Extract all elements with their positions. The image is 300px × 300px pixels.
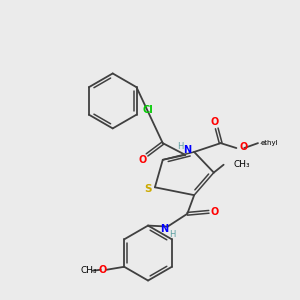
Text: O: O [211, 116, 219, 127]
Text: Cl: Cl [143, 105, 154, 115]
Text: CH₃: CH₃ [233, 160, 250, 169]
Text: O: O [138, 155, 146, 165]
Text: H: H [177, 142, 184, 151]
Text: CH₃: CH₃ [81, 266, 97, 275]
Text: S: S [144, 184, 152, 194]
Text: N: N [183, 145, 191, 155]
Text: H: H [169, 230, 176, 239]
Text: ethyl: ethyl [261, 140, 278, 146]
Text: O: O [239, 142, 247, 152]
Text: —: — [260, 140, 266, 146]
Text: O: O [211, 207, 219, 217]
Text: O: O [98, 265, 107, 275]
Text: N: N [160, 224, 168, 233]
